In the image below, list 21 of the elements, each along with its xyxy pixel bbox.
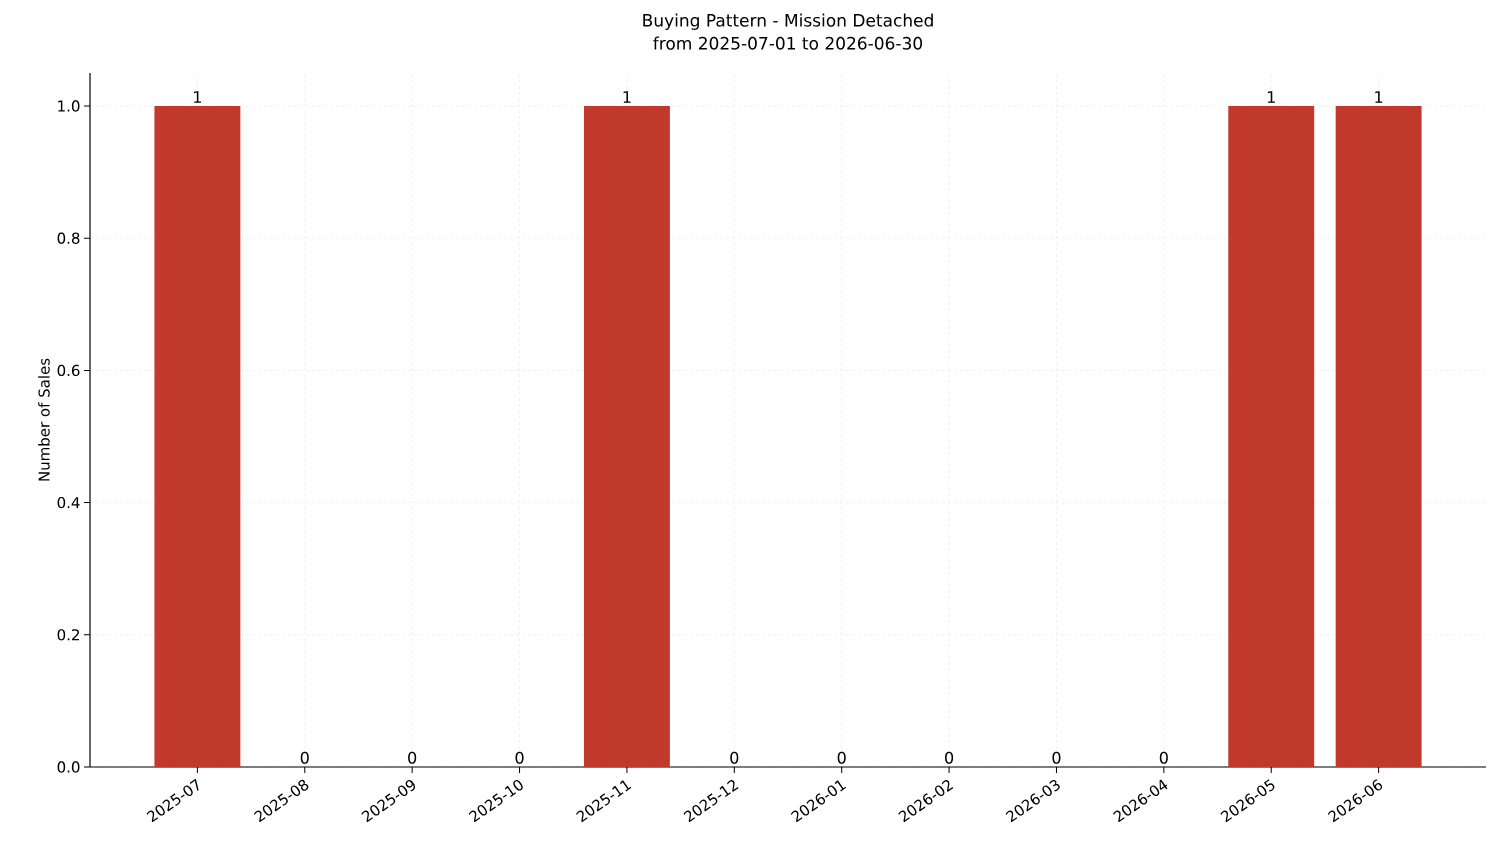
y-tick-label: 0.4 — [57, 496, 80, 509]
data-label: 0 — [408, 751, 417, 764]
data-label: 0 — [300, 751, 309, 764]
y-tick-label: 1.0 — [58, 100, 80, 112]
data-label: 0 — [945, 751, 954, 764]
data-label: 1 — [1267, 91, 1275, 103]
data-label: 0 — [730, 751, 739, 764]
y-tick-label: 0.6 — [57, 364, 80, 377]
y-tick-label: 0.0 — [57, 761, 80, 773]
data-label: 1 — [623, 91, 631, 103]
y-tick-label: 0.8 — [57, 232, 80, 244]
chart-title: Buying Pattern - Mission Detached — [643, 13, 933, 30]
data-label: 0 — [1159, 751, 1168, 764]
y-axis-title: Number of Sales — [38, 358, 50, 481]
data-label: 0 — [1052, 751, 1061, 764]
y-tick-label: 0.2 — [57, 629, 79, 641]
data-label: 0 — [837, 751, 846, 764]
data-label: 1 — [1375, 91, 1383, 103]
chart-subtitle: from 2025-07-01 to 2026-06-30 — [653, 36, 923, 50]
data-label: 1 — [194, 91, 201, 103]
data-label: 0 — [515, 751, 524, 764]
